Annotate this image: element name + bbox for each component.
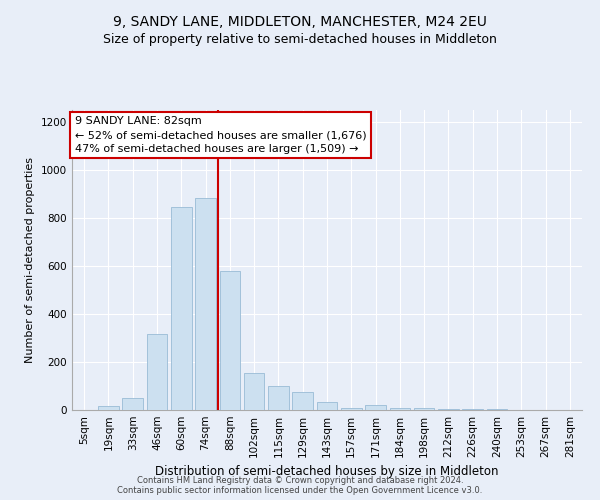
Bar xyxy=(146,334,167,410)
Bar xyxy=(365,405,386,410)
Bar xyxy=(171,207,191,410)
Bar xyxy=(317,402,337,410)
Bar xyxy=(122,398,143,410)
Bar xyxy=(341,408,362,410)
Text: 9, SANDY LANE, MIDDLETON, MANCHESTER, M24 2EU: 9, SANDY LANE, MIDDLETON, MANCHESTER, M2… xyxy=(113,15,487,29)
X-axis label: Distribution of semi-detached houses by size in Middleton: Distribution of semi-detached houses by … xyxy=(155,466,499,478)
Bar xyxy=(389,408,410,410)
Bar xyxy=(438,409,459,410)
Bar xyxy=(268,386,289,410)
Text: Contains public sector information licensed under the Open Government Licence v3: Contains public sector information licen… xyxy=(118,486,482,495)
Bar xyxy=(195,198,216,410)
Text: Contains HM Land Registry data © Crown copyright and database right 2024.: Contains HM Land Registry data © Crown c… xyxy=(137,476,463,485)
Text: Size of property relative to semi-detached houses in Middleton: Size of property relative to semi-detach… xyxy=(103,32,497,46)
Y-axis label: Number of semi-detached properties: Number of semi-detached properties xyxy=(25,157,35,363)
Bar xyxy=(414,408,434,410)
Bar xyxy=(220,271,240,410)
Text: 9 SANDY LANE: 82sqm
← 52% of semi-detached houses are smaller (1,676)
47% of sem: 9 SANDY LANE: 82sqm ← 52% of semi-detach… xyxy=(74,116,366,154)
Bar xyxy=(244,373,265,410)
Bar xyxy=(98,406,119,410)
Bar xyxy=(292,392,313,410)
Bar xyxy=(463,409,483,410)
